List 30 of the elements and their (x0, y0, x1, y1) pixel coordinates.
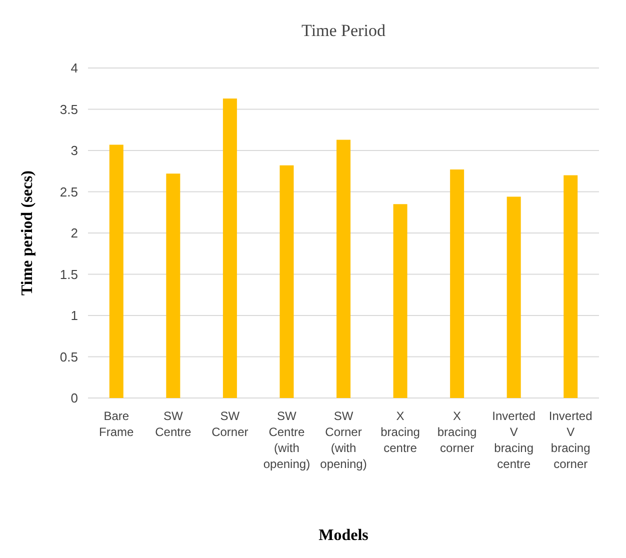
x-tick-label: X bracing centre (380, 409, 420, 455)
x-tick-label: Inverted V bracing corner (548, 409, 592, 471)
bar (564, 175, 578, 398)
y-tick-label: 1.5 (60, 266, 78, 282)
bar (506, 196, 521, 398)
bar (222, 98, 237, 398)
y-tick-label: 0.5 (60, 349, 78, 364)
y-tick-label: 3.5 (60, 102, 78, 117)
x-tick-label: X bracing corner (437, 409, 477, 455)
x-tick-label: SW Corner (212, 409, 248, 439)
y-tick-label: 0 (70, 390, 78, 406)
y-tick-label: 3 (70, 143, 78, 158)
y-tick-label: 2 (70, 226, 78, 241)
bar (336, 140, 350, 398)
x-tick-label: SW Centre (155, 409, 192, 439)
bar (109, 144, 124, 398)
bar (450, 169, 464, 398)
y-tick-label: 4 (70, 60, 78, 76)
bar (166, 174, 180, 398)
y-axis-title: Time period (secs) (19, 170, 36, 296)
bar (280, 165, 294, 398)
x-tick-label: Inverted V bracing centre (492, 409, 536, 471)
x-tick-label: SW Centre (with opening) (263, 409, 310, 471)
chart-title: Time Period (302, 21, 386, 40)
y-tick-label: 2.5 (60, 184, 78, 200)
y-tick-label: 1 (70, 308, 78, 324)
bar (393, 204, 408, 398)
x-tick-label: SW Corner (with opening) (320, 409, 367, 471)
x-axis-title: Models (318, 527, 368, 544)
x-tick-label: Bare Frame (99, 409, 134, 439)
